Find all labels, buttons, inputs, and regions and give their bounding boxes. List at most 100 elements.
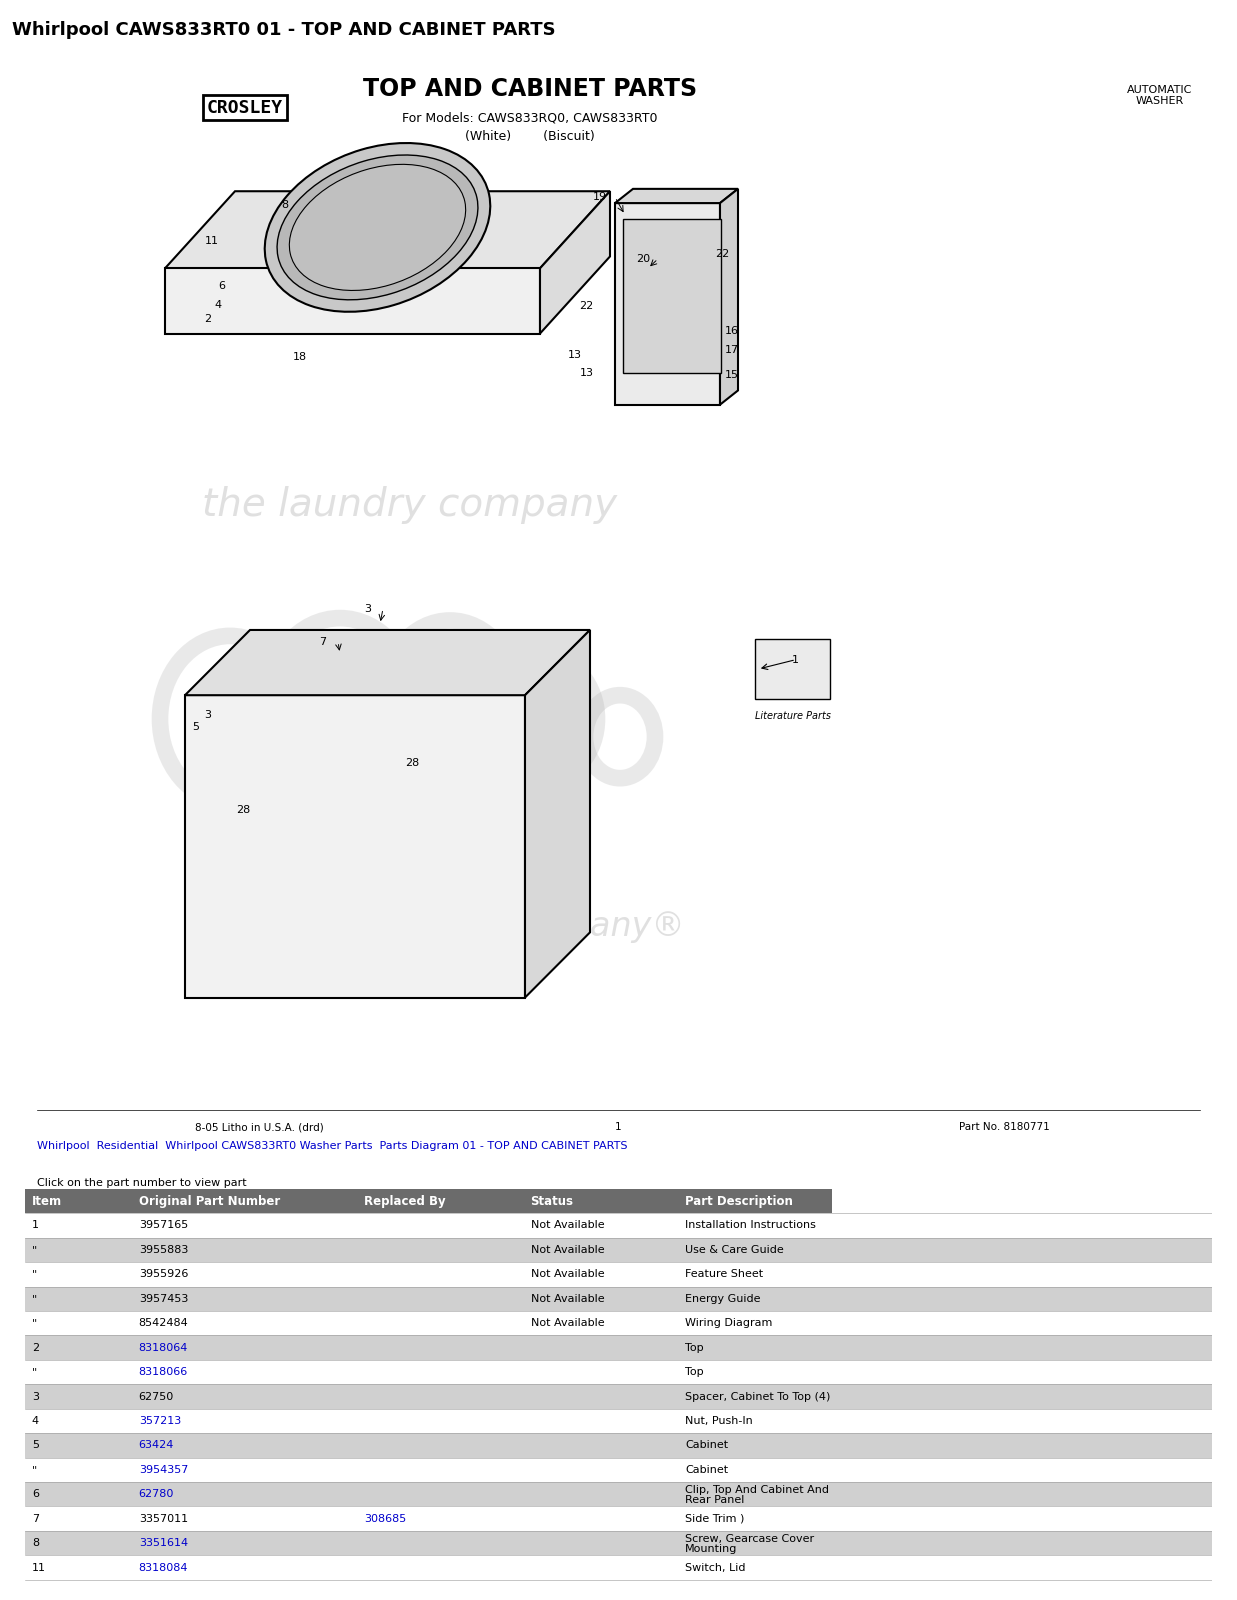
Text: ": ": [32, 1366, 37, 1378]
Text: Not Available: Not Available: [531, 1269, 604, 1280]
FancyBboxPatch shape: [25, 1482, 1212, 1507]
Text: the laundry company®: the laundry company®: [296, 910, 685, 942]
Polygon shape: [615, 203, 720, 405]
Ellipse shape: [277, 155, 477, 299]
Polygon shape: [165, 192, 610, 269]
Text: Cabinet: Cabinet: [685, 1466, 729, 1475]
Text: Not Available: Not Available: [531, 1318, 604, 1328]
Text: Original Part Number: Original Part Number: [139, 1195, 280, 1208]
Text: 357213: 357213: [139, 1416, 181, 1426]
FancyBboxPatch shape: [678, 1189, 833, 1213]
Text: 8-05 Litho in U.S.A. (drd): 8-05 Litho in U.S.A. (drd): [195, 1122, 324, 1133]
Text: Replaced By: Replaced By: [365, 1195, 447, 1208]
Text: CROSLEY: CROSLEY: [207, 99, 283, 117]
Text: Feature Sheet: Feature Sheet: [685, 1269, 763, 1280]
Text: Switch, Lid: Switch, Lid: [685, 1563, 746, 1573]
Text: 3955883: 3955883: [139, 1245, 188, 1254]
FancyBboxPatch shape: [25, 1360, 1212, 1384]
Text: ": ": [32, 1269, 37, 1280]
Text: Not Available: Not Available: [531, 1221, 604, 1230]
FancyBboxPatch shape: [25, 1434, 1212, 1458]
Text: 1: 1: [615, 1122, 621, 1133]
FancyBboxPatch shape: [25, 1286, 1212, 1310]
Text: 2: 2: [204, 314, 212, 325]
Text: the laundry company: the laundry company: [203, 486, 617, 525]
Text: 17: 17: [725, 346, 738, 355]
Text: 3: 3: [204, 710, 212, 720]
Text: 3955926: 3955926: [139, 1269, 188, 1280]
FancyBboxPatch shape: [25, 1408, 1212, 1434]
Text: Screw, Gearcase Cover: Screw, Gearcase Cover: [685, 1534, 814, 1544]
Text: 28: 28: [236, 805, 250, 816]
Text: 6: 6: [32, 1490, 38, 1499]
Text: Clip, Top And Cabinet And: Clip, Top And Cabinet And: [685, 1485, 829, 1494]
Text: 4: 4: [32, 1416, 40, 1426]
Text: Wiring Diagram: Wiring Diagram: [685, 1318, 772, 1328]
Text: 8: 8: [32, 1538, 40, 1549]
Text: 16: 16: [725, 326, 738, 336]
FancyBboxPatch shape: [357, 1189, 523, 1213]
FancyBboxPatch shape: [25, 1531, 1212, 1555]
Text: 5: 5: [193, 722, 199, 733]
Text: 3: 3: [365, 603, 371, 614]
Text: Mounting: Mounting: [685, 1544, 737, 1554]
Text: 63424: 63424: [139, 1440, 174, 1450]
Text: ": ": [32, 1318, 37, 1328]
Text: 3957165: 3957165: [139, 1221, 188, 1230]
FancyBboxPatch shape: [25, 1213, 1212, 1238]
Text: 22: 22: [715, 250, 729, 259]
Polygon shape: [186, 630, 590, 694]
Bar: [623, 219, 721, 373]
Bar: [755, 640, 830, 699]
Text: TOP AND CABINET PARTS: TOP AND CABINET PARTS: [362, 77, 698, 101]
Text: 8318064: 8318064: [139, 1342, 188, 1352]
Text: 62750: 62750: [139, 1392, 174, 1402]
Polygon shape: [541, 192, 610, 333]
Text: 20: 20: [636, 254, 651, 264]
Text: 28: 28: [404, 758, 419, 768]
Text: Whirlpool  Residential  Whirlpool CAWS833RT0 Washer Parts  Parts Diagram 01 - TO: Whirlpool Residential Whirlpool CAWS833R…: [37, 1141, 627, 1150]
Text: Literature Parts: Literature Parts: [755, 710, 831, 720]
Text: 5: 5: [32, 1440, 38, 1450]
FancyBboxPatch shape: [25, 1458, 1212, 1482]
Text: Item: Item: [32, 1195, 62, 1208]
Polygon shape: [186, 694, 524, 997]
Text: Part Description: Part Description: [685, 1195, 793, 1208]
FancyBboxPatch shape: [25, 1555, 1212, 1579]
FancyBboxPatch shape: [25, 1238, 1212, 1262]
Text: ": ": [32, 1294, 37, 1304]
Text: Side Trim ): Side Trim ): [685, 1514, 745, 1523]
FancyBboxPatch shape: [25, 1189, 131, 1213]
Text: For Models: CAWS833RQ0, CAWS833RT0: For Models: CAWS833RQ0, CAWS833RT0: [402, 112, 658, 125]
FancyBboxPatch shape: [25, 1384, 1212, 1408]
Text: 13: 13: [568, 350, 581, 360]
Text: Top: Top: [685, 1342, 704, 1352]
Text: 6: 6: [219, 282, 225, 291]
Polygon shape: [165, 269, 541, 333]
Text: Use & Care Guide: Use & Care Guide: [685, 1245, 784, 1254]
Text: AUTOMATIC
WASHER: AUTOMATIC WASHER: [1127, 85, 1192, 106]
Text: 2: 2: [32, 1342, 40, 1352]
Text: 62780: 62780: [139, 1490, 174, 1499]
FancyBboxPatch shape: [131, 1189, 357, 1213]
Text: 11: 11: [32, 1563, 46, 1573]
Text: Part No. 8180771: Part No. 8180771: [959, 1122, 1050, 1133]
Text: 19: 19: [593, 192, 607, 202]
Text: Not Available: Not Available: [531, 1245, 604, 1254]
Text: ": ": [32, 1245, 37, 1254]
Text: Installation Instructions: Installation Instructions: [685, 1221, 816, 1230]
Text: Not Available: Not Available: [531, 1294, 604, 1304]
Polygon shape: [615, 189, 738, 203]
Text: 3351614: 3351614: [139, 1538, 188, 1549]
Text: Nut, Push-In: Nut, Push-In: [685, 1416, 753, 1426]
Text: 8: 8: [282, 200, 288, 211]
Text: 11: 11: [205, 237, 219, 246]
Polygon shape: [524, 630, 590, 997]
Text: 3954357: 3954357: [139, 1466, 188, 1475]
Text: 1: 1: [792, 654, 799, 664]
FancyBboxPatch shape: [523, 1189, 678, 1213]
FancyBboxPatch shape: [25, 1310, 1212, 1336]
Text: Cabinet: Cabinet: [685, 1440, 729, 1450]
Text: 3357011: 3357011: [139, 1514, 188, 1523]
Text: Spacer, Cabinet To Top (4): Spacer, Cabinet To Top (4): [685, 1392, 830, 1402]
